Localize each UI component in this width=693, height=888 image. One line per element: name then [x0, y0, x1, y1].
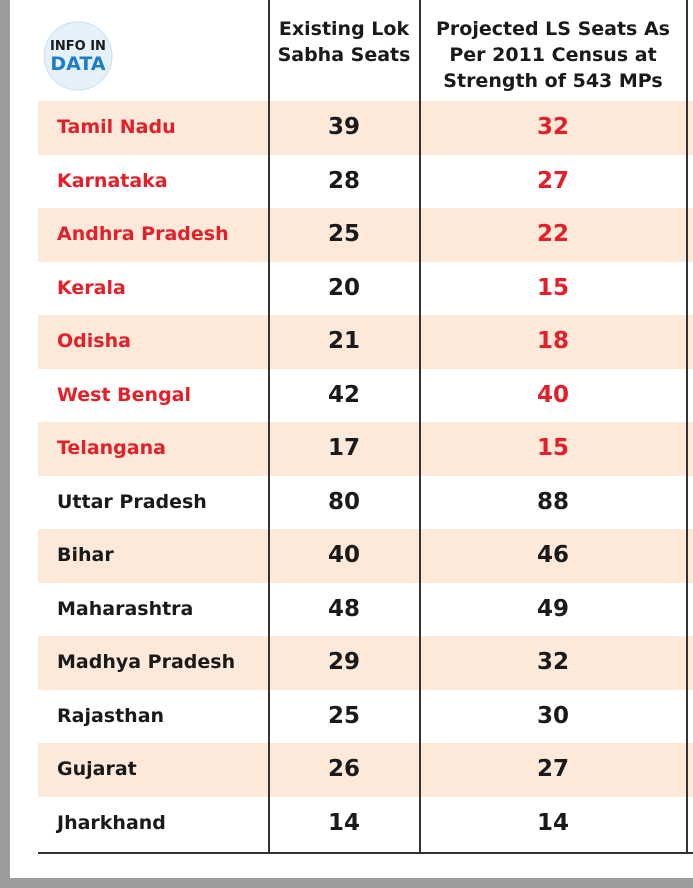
existing-seats: 25 [327, 702, 360, 729]
existing-seats: 28 [327, 167, 360, 194]
state-name: Telangana [57, 437, 166, 459]
state-name: Rajasthan [57, 704, 165, 727]
projected-seats: 49 [536, 595, 569, 622]
logo-line1: INFO IN [50, 39, 106, 54]
existing-seats: 80 [327, 488, 360, 515]
state-name: Andhra Pradesh [57, 223, 229, 245]
existing-seats: 17 [327, 435, 360, 461]
column-header: Projected LS Seats As Per 2011 Census at… [435, 18, 670, 92]
existing-seats: 25 [327, 221, 360, 247]
row-shade [38, 208, 693, 262]
projected-seats: 27 [536, 167, 569, 194]
bottom-rule [38, 852, 693, 854]
state-name: Maharashtra [57, 597, 194, 620]
row-shade [38, 315, 693, 369]
state-name: Kerala [57, 276, 126, 299]
projected-seats: 22 [536, 221, 569, 247]
existing-seats: 14 [327, 809, 360, 836]
existing-seats: 26 [327, 756, 360, 782]
logo-circle [43, 21, 113, 91]
column-header: Existing Lok Sabha Seats [277, 18, 411, 66]
existing-seats: 21 [327, 328, 360, 354]
existing-seats: 39 [327, 114, 360, 140]
row-shade [38, 636, 693, 690]
state-name: Gujarat [57, 758, 137, 780]
projected-seats: 30 [536, 702, 569, 729]
state-name: Madhya Pradesh [57, 651, 236, 673]
column-divider [419, 0, 421, 852]
row-shade [38, 743, 693, 797]
projected-seats: 32 [536, 114, 569, 140]
column-divider [686, 0, 688, 852]
state-name: Jharkhand [57, 811, 166, 834]
table-card: INFO IN DATA Existing Lok Sabha Seats Pr… [10, 0, 693, 878]
state-name: Bihar [57, 544, 114, 566]
row-shade [38, 101, 693, 155]
projected-seats: 18 [536, 328, 569, 354]
existing-seats: 48 [327, 595, 360, 622]
state-name: Tamil Nadu [57, 116, 176, 138]
projected-seats: 40 [536, 381, 569, 408]
projected-seats: 32 [536, 649, 569, 675]
projected-seats: 88 [536, 488, 569, 515]
state-name: Odisha [57, 330, 131, 352]
projected-seats: 27 [536, 756, 569, 782]
existing-seats: 20 [327, 274, 360, 301]
state-name: Karnataka [57, 169, 168, 192]
state-name: Uttar Pradesh [57, 490, 207, 513]
projected-seats: 46 [536, 542, 569, 568]
existing-seats: 29 [327, 649, 360, 675]
logo: INFO IN DATA [43, 21, 113, 91]
existing-seats: 42 [327, 381, 360, 408]
existing-seats: 40 [327, 542, 360, 568]
projected-seats: 15 [536, 274, 569, 301]
state-name: West Bengal [57, 383, 192, 406]
row-shade [38, 422, 693, 476]
projected-seats: 15 [536, 435, 569, 461]
projected-seats: 14 [536, 809, 569, 836]
logo-line2: DATA [50, 53, 105, 75]
row-shade [38, 529, 693, 583]
column-divider [268, 0, 270, 852]
